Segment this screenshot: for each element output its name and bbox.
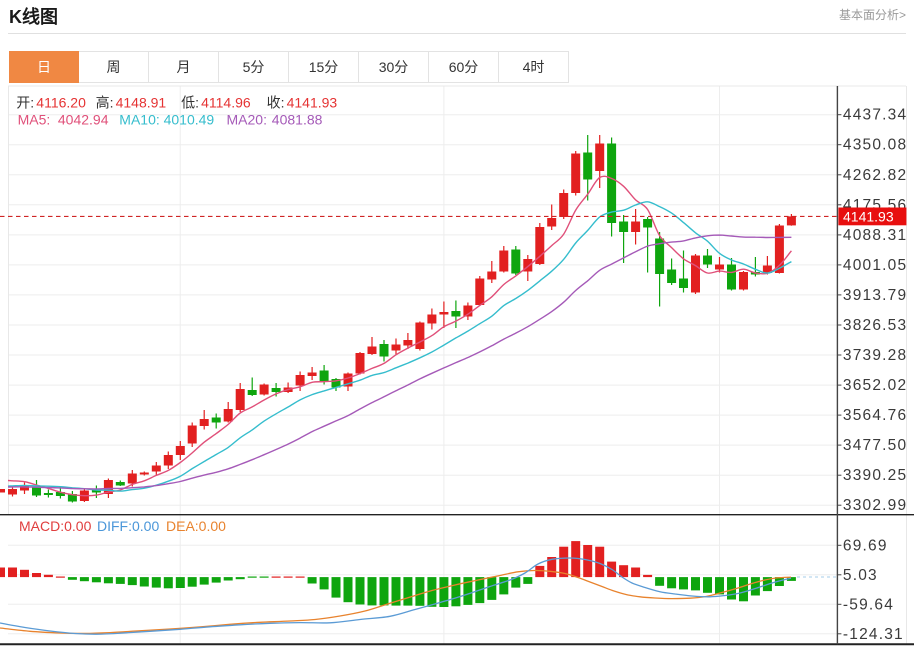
svg-text:4114.96: 4114.96	[201, 95, 251, 111]
svg-text:MA5:: MA5:	[18, 112, 51, 128]
svg-text:3739.28: 3739.28	[843, 347, 907, 364]
svg-text:3564.76: 3564.76	[843, 407, 907, 424]
svg-text:3913.79: 3913.79	[843, 287, 907, 304]
svg-text:3390.25: 3390.25	[843, 467, 907, 484]
svg-text:3302.99: 3302.99	[843, 497, 907, 514]
svg-text:DIFF:0.00: DIFF:0.00	[97, 518, 159, 534]
svg-text:3477.50: 3477.50	[843, 437, 907, 454]
svg-text:4088.31: 4088.31	[843, 227, 907, 244]
svg-text:4141.93: 4141.93	[843, 209, 894, 225]
svg-text:高:: 高:	[96, 95, 114, 111]
svg-text:3652.02: 3652.02	[843, 377, 907, 394]
svg-text:-124.31: -124.31	[843, 626, 904, 643]
svg-text:MACD:0.00: MACD:0.00	[19, 518, 92, 534]
svg-text:4116.20: 4116.20	[36, 95, 86, 111]
svg-text:-59.64: -59.64	[843, 596, 894, 613]
svg-text:收:: 收:	[267, 95, 285, 111]
svg-text:4350.08: 4350.08	[843, 137, 907, 154]
svg-text:4010.49: 4010.49	[164, 112, 215, 128]
svg-text:4042.94: 4042.94	[58, 112, 109, 128]
svg-text:4437.34: 4437.34	[843, 107, 907, 124]
svg-text:4081.88: 4081.88	[272, 112, 323, 128]
svg-text:5.03: 5.03	[843, 567, 878, 584]
svg-text:低:: 低:	[181, 95, 199, 111]
svg-text:69.69: 69.69	[843, 537, 888, 554]
svg-text:4148.91: 4148.91	[116, 95, 167, 111]
svg-text:4262.82: 4262.82	[843, 167, 907, 184]
svg-text:DEA:0.00: DEA:0.00	[166, 518, 226, 534]
svg-text:3826.53: 3826.53	[843, 317, 907, 334]
svg-text:4001.05: 4001.05	[843, 257, 907, 274]
svg-text:MA10:: MA10:	[119, 112, 159, 128]
svg-text:4141.93: 4141.93	[287, 95, 338, 111]
svg-text:开:: 开:	[16, 95, 34, 111]
svg-text:MA20:: MA20:	[227, 112, 267, 128]
